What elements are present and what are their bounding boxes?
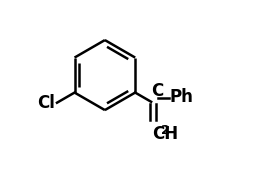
Text: Cl: Cl bbox=[37, 94, 55, 112]
Text: Ph: Ph bbox=[170, 88, 193, 106]
Text: C: C bbox=[151, 82, 164, 100]
Text: 2: 2 bbox=[161, 124, 170, 137]
Text: CH: CH bbox=[152, 125, 178, 143]
